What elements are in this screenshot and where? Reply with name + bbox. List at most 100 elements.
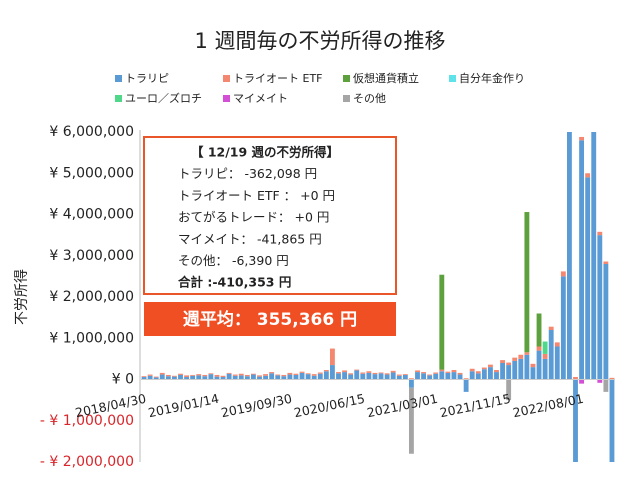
bar-segment — [360, 373, 366, 380]
bar-segment — [269, 373, 275, 380]
y-tick-label: ¥ 1,000,000 — [49, 330, 134, 346]
bar-segment — [603, 379, 609, 392]
bar-segment — [475, 371, 481, 374]
bar-segment — [250, 373, 256, 375]
bar-segment — [487, 367, 493, 380]
bar-segment — [500, 363, 506, 380]
bar-segment — [263, 375, 269, 380]
legend-swatch — [223, 95, 230, 102]
bar-segment — [348, 374, 354, 380]
bar-segment — [329, 365, 335, 380]
bar-segment — [445, 372, 451, 380]
bar-segment — [342, 370, 348, 373]
bar-segment — [281, 374, 287, 377]
legend-label: 仮想通貨積立 — [353, 71, 419, 85]
bar-segment — [475, 373, 481, 380]
bar-segment — [153, 377, 159, 380]
bar-segment — [220, 375, 226, 378]
bar-segment — [597, 235, 603, 380]
bar-segment — [560, 276, 566, 380]
bar-segment — [609, 379, 615, 462]
bar-segment — [463, 379, 469, 392]
bar-segment — [408, 379, 414, 388]
bar-segment — [494, 370, 499, 373]
bar-segment — [585, 177, 591, 380]
bar-segment — [402, 374, 408, 380]
y-tick-label: - ¥ 1,000,000 — [40, 413, 134, 429]
annotation-line: おてがるトレード： +0 円 — [178, 210, 329, 225]
annotation-box — [143, 136, 397, 295]
bar-segment — [202, 374, 208, 377]
bar-segment — [554, 342, 560, 347]
bar-segment — [196, 374, 202, 376]
bar-segment — [494, 372, 499, 380]
bar-segment — [536, 346, 542, 351]
bar-segment — [275, 375, 281, 380]
bar-segment — [585, 173, 591, 178]
bar-segment — [512, 357, 518, 361]
bar-segment — [165, 376, 171, 380]
bar-segment — [305, 374, 311, 380]
bar-segment — [384, 374, 390, 380]
bar-segment — [597, 231, 603, 236]
bar-segment — [336, 373, 341, 380]
bar-segment — [232, 374, 238, 376]
bar-segment — [287, 374, 293, 380]
bar-segment — [512, 360, 518, 380]
bar-segment — [603, 264, 609, 380]
bar-segment — [311, 374, 317, 376]
bar-segment — [415, 372, 420, 380]
bar-segment — [178, 373, 183, 375]
bar-segment — [451, 372, 457, 380]
bar-segment — [579, 140, 585, 380]
bar-segment — [396, 374, 402, 376]
bar-segment — [567, 129, 572, 132]
bar-segment — [427, 374, 433, 376]
y-tick-label: ¥ 5,000,000 — [49, 165, 134, 181]
annotation-line: その他： -6,390 円 — [178, 253, 289, 268]
bar-segment — [579, 136, 585, 141]
bar-segment — [171, 376, 177, 380]
bar-segment — [147, 374, 153, 376]
annotation-line: マイメイト： -41,865 円 — [178, 231, 322, 246]
bar-segment — [348, 373, 354, 375]
bar-segment — [554, 346, 560, 380]
legend-swatch — [343, 95, 350, 102]
annotation-line: トラリピ： -362,098 円 — [178, 166, 317, 181]
y-tick-label: ¥ 2,000,000 — [49, 289, 134, 305]
bar-segment — [372, 372, 378, 375]
bar-segment — [342, 372, 348, 380]
bar-segment — [384, 373, 390, 375]
bar-segment — [244, 374, 250, 377]
legend-swatch — [115, 95, 122, 102]
bar-segment — [244, 376, 250, 380]
bar-segment — [457, 374, 463, 380]
bar-segment — [360, 372, 366, 374]
bar-segment — [506, 362, 512, 366]
bar-segment — [433, 372, 439, 374]
bar-segment — [542, 341, 548, 354]
bar-segment — [190, 375, 196, 380]
bar-segment — [524, 352, 530, 355]
bar-segment — [226, 373, 232, 380]
bar-segment — [159, 372, 165, 375]
bar-segment — [487, 364, 493, 368]
y-tick-label: - ¥ 2,000,000 — [40, 454, 134, 470]
bar-segment — [208, 374, 214, 380]
bar-segment — [354, 369, 360, 371]
annotation-line: トライオート ETF ： +0 円 — [178, 188, 335, 203]
annotation-line: 合計 :-410,353 円 — [178, 275, 291, 290]
y-tick-label: ¥ 3,000,000 — [49, 248, 134, 264]
bar-segment — [579, 379, 585, 384]
bar-segment — [591, 130, 596, 132]
bar-segment — [159, 374, 165, 380]
bars — [141, 129, 615, 462]
bar-segment — [402, 374, 408, 375]
bar-segment — [481, 369, 487, 380]
bar-segment — [548, 326, 554, 330]
legend-label: ユーロ／ズロチ — [125, 91, 202, 105]
bar-segment — [408, 378, 414, 380]
bar-segment — [518, 354, 524, 359]
bar-segment — [293, 374, 299, 380]
